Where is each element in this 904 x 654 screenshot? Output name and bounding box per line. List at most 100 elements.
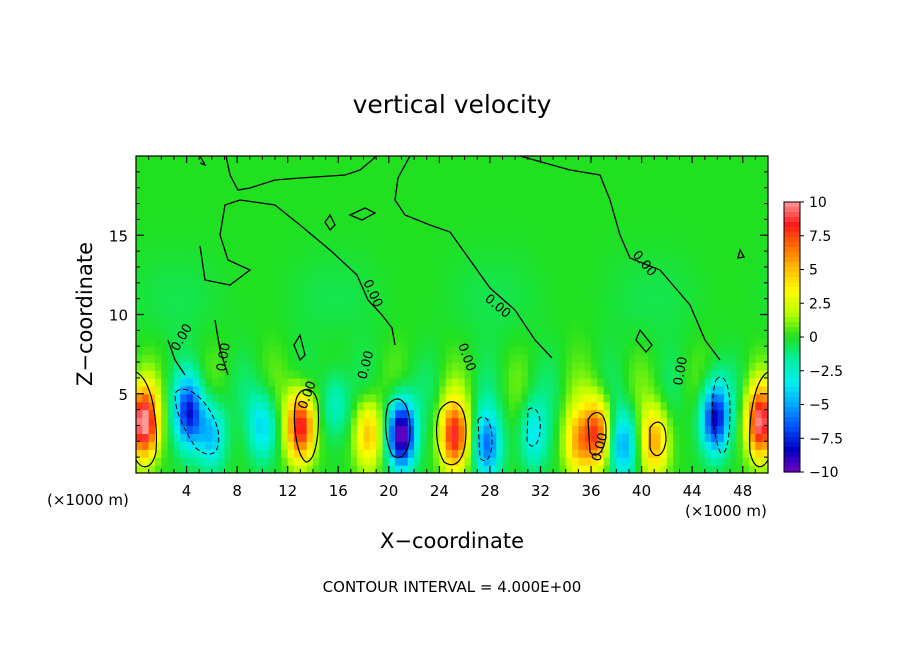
heatmap-cell (496, 274, 504, 284)
heatmap-cell (622, 330, 630, 339)
heatmap-cell (205, 354, 213, 363)
heatmap-cell (641, 377, 649, 387)
heatmap-cell (704, 282, 712, 292)
heatmap-cell (382, 179, 390, 189)
heatmap-cell (433, 338, 440, 347)
heatmap-cell (717, 330, 725, 339)
heatmap-cell (414, 314, 421, 324)
heatmap-cell (142, 211, 150, 221)
heatmap-cell (565, 187, 573, 197)
heatmap-cell (344, 465, 352, 473)
heatmap-cell (477, 377, 485, 387)
heatmap-cell (344, 338, 352, 347)
heatmap-cell (692, 203, 700, 213)
heatmap-cell (275, 171, 282, 181)
heatmap-cell (154, 195, 162, 205)
heatmap-cell (553, 156, 561, 165)
heatmap-cell (723, 401, 731, 411)
heatmap-cell (515, 314, 523, 324)
heatmap-cell (610, 385, 617, 395)
heatmap-cell (534, 433, 542, 442)
heatmap-cell (294, 171, 301, 181)
heatmap-cell (477, 259, 485, 268)
heatmap-cell (338, 290, 346, 300)
heatmap-cell (749, 393, 756, 403)
heatmap-cell (692, 266, 700, 276)
heatmap-cell (161, 274, 169, 284)
heatmap-cell (553, 369, 561, 379)
heatmap-cell (559, 346, 567, 355)
heatmap-cell (730, 338, 737, 347)
heatmap-cell (521, 377, 529, 387)
heatmap-cell (426, 401, 434, 411)
heatmap-cell (647, 227, 655, 236)
heatmap-cell (597, 385, 605, 395)
heatmap-cell (192, 385, 200, 395)
heatmap-cell (496, 433, 504, 442)
heatmap-cell (742, 449, 750, 458)
heatmap-cell (439, 322, 447, 331)
heatmap-cell (426, 377, 434, 387)
heatmap-cell (173, 377, 181, 387)
heatmap-cell (489, 322, 497, 331)
heatmap-cell (717, 290, 725, 300)
heatmap-cell (401, 441, 409, 450)
heatmap-cell (628, 171, 636, 181)
x-tick-label: 16 (329, 482, 348, 500)
heatmap-cell (294, 298, 301, 308)
heatmap-cell (275, 457, 282, 466)
heatmap-cell (704, 203, 712, 213)
heatmap-cell (553, 195, 561, 205)
heatmap-cell (540, 449, 548, 458)
heatmap-cell (167, 385, 175, 395)
heatmap-cell (591, 417, 598, 427)
heatmap-cell (521, 306, 529, 316)
heatmap-cell (565, 449, 573, 458)
heatmap-cell (515, 322, 523, 331)
heatmap-cell (452, 298, 459, 308)
heatmap-cell (711, 235, 719, 244)
heatmap-cell (736, 274, 744, 284)
heatmap-cell (666, 211, 674, 221)
heatmap-cell (717, 354, 725, 363)
heatmap-cell (256, 417, 263, 427)
heatmap-cell (546, 417, 554, 427)
heatmap-cell (199, 163, 207, 173)
heatmap-cell (325, 409, 333, 419)
heatmap-cell (458, 211, 466, 221)
heatmap-cell (395, 354, 403, 363)
heatmap-cell (565, 425, 573, 434)
heatmap-cell (521, 354, 529, 363)
heatmap-cell (578, 195, 586, 205)
heatmap-cell (742, 441, 750, 450)
heatmap-cell (730, 401, 737, 411)
heatmap-cell (635, 282, 643, 292)
heatmap-cell (692, 243, 700, 252)
heatmap-cell (363, 330, 371, 339)
heatmap-cell (647, 338, 655, 347)
heatmap-cell (224, 425, 232, 434)
heatmap-cell (749, 465, 756, 473)
heatmap-cell (382, 441, 390, 450)
heatmap-cell (483, 441, 491, 450)
heatmap-cell (603, 449, 611, 458)
heatmap-cell (534, 243, 542, 252)
heatmap-cell (673, 259, 681, 268)
heatmap-cell (755, 457, 763, 466)
heatmap-cell (275, 259, 282, 268)
heatmap-cell (477, 290, 485, 300)
heatmap-cell (584, 465, 592, 473)
heatmap-cell (546, 433, 554, 442)
heatmap-cell (281, 433, 289, 442)
heatmap-cell (142, 457, 150, 466)
heatmap-cell (142, 369, 150, 379)
heatmap-cell (730, 354, 737, 363)
heatmap-cell (249, 338, 257, 347)
heatmap-cell (559, 171, 567, 181)
heatmap-cell (224, 457, 232, 466)
heatmap-cell (161, 290, 169, 300)
heatmap-cell (603, 282, 611, 292)
heatmap-cell (565, 298, 573, 308)
heatmap-cell (420, 211, 428, 221)
heatmap-cell (717, 362, 725, 371)
